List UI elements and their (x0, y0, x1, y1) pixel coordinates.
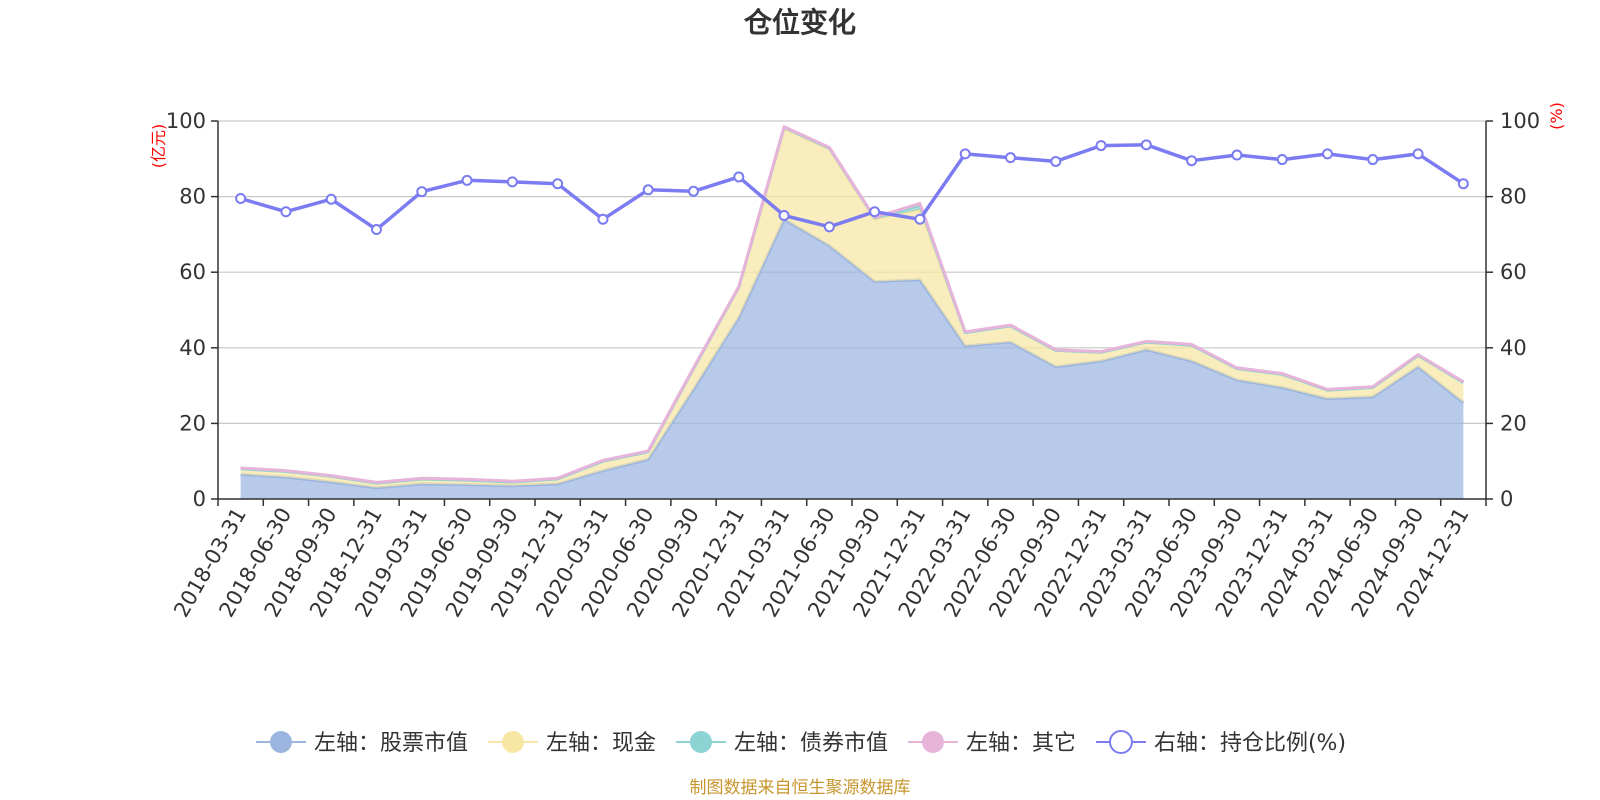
ratio-point (642, 184, 654, 196)
ratio-point (914, 213, 926, 225)
legend-marker (1108, 730, 1133, 754)
ratio-point (1276, 154, 1288, 166)
legend-item[interactable]: 左轴：债券市值 (675, 731, 888, 756)
ratio-point (1367, 154, 1379, 166)
ratio-point (235, 192, 247, 204)
area-左轴：现金 (240, 128, 1464, 488)
right-axis-tick-label: 40 (1500, 336, 1527, 360)
right-axis-tick-label: 0 (1500, 487, 1513, 511)
left-axis-tick-label: 100 (166, 109, 206, 133)
ratio-point (1050, 155, 1062, 167)
ratio-point (416, 186, 428, 198)
ratio-point (325, 193, 337, 205)
ratio-point (733, 171, 745, 183)
ratio-point (461, 174, 473, 186)
legend-label: 左轴：其它 (966, 731, 1076, 756)
ratio-point (959, 148, 971, 160)
ratio-line (240, 143, 1465, 232)
ratio-point (506, 176, 518, 188)
legend-item[interactable]: 左轴：股票市值 (255, 731, 468, 756)
legend-item[interactable]: 右轴：持仓比例(%) (1095, 730, 1346, 756)
ratio-point (688, 185, 699, 197)
legend-marker (269, 731, 292, 753)
right-axis-tick-label: 60 (1500, 260, 1527, 284)
ratio-point (1457, 178, 1469, 190)
ratio-point (1186, 155, 1198, 167)
ratio-point (1412, 148, 1424, 160)
legend-marker (921, 731, 944, 753)
ratio-point (869, 206, 881, 218)
legend-label: 左轴：现金 (546, 731, 656, 756)
ratio-point (1095, 140, 1107, 152)
area-edge-左轴：其它 (240, 125, 1465, 484)
right-axis-tick-label: 80 (1500, 185, 1527, 209)
left-axis-tick-label: 20 (179, 411, 206, 435)
legend-marker (689, 731, 712, 753)
area-左轴：股票市值 (240, 219, 1464, 500)
legend: 左轴：股票市值 左轴：现金 左轴：债券市值 左轴：其它 右轴：持仓比例(%) (255, 730, 1346, 756)
ratio-point (597, 213, 609, 225)
legend-item[interactable]: 左轴：其它 (907, 731, 1076, 756)
chart-title: 仓位变化 (744, 6, 856, 39)
left-axis-tick-label: 40 (179, 336, 206, 360)
left-axis-tick-label: 0 (193, 487, 206, 511)
ratio-point (778, 210, 790, 221)
ratio-point (1140, 139, 1152, 151)
ratio-point (823, 221, 835, 233)
left-axis-tick-label: 60 (179, 260, 206, 284)
ratio-point (280, 206, 292, 218)
ratio-point (1231, 149, 1243, 161)
right-axis-tick-label: 20 (1500, 411, 1527, 435)
legend-label: 左轴：债券市值 (734, 731, 888, 756)
ratio-point (552, 178, 564, 190)
legend-label: 右轴：持仓比例(%) (1154, 731, 1346, 756)
ratio-point (371, 223, 382, 235)
ratio-point (1005, 152, 1016, 164)
legend-item[interactable]: 左轴：现金 (487, 731, 656, 756)
ratio-point (1322, 148, 1333, 160)
left-axis-tick-label: 80 (179, 185, 206, 209)
area-series (240, 125, 1465, 500)
right-axis-tick-label: 100 (1500, 109, 1540, 133)
source-note: 制图数据来自恒生聚源数据库 (690, 778, 911, 798)
legend-marker (501, 731, 524, 753)
left-axis-unit: (亿元) (149, 124, 168, 169)
right-axis-unit: (%) (1547, 102, 1566, 130)
legend-label: 左轴：股票市值 (314, 731, 468, 756)
ratio-line-layer (235, 139, 1469, 235)
